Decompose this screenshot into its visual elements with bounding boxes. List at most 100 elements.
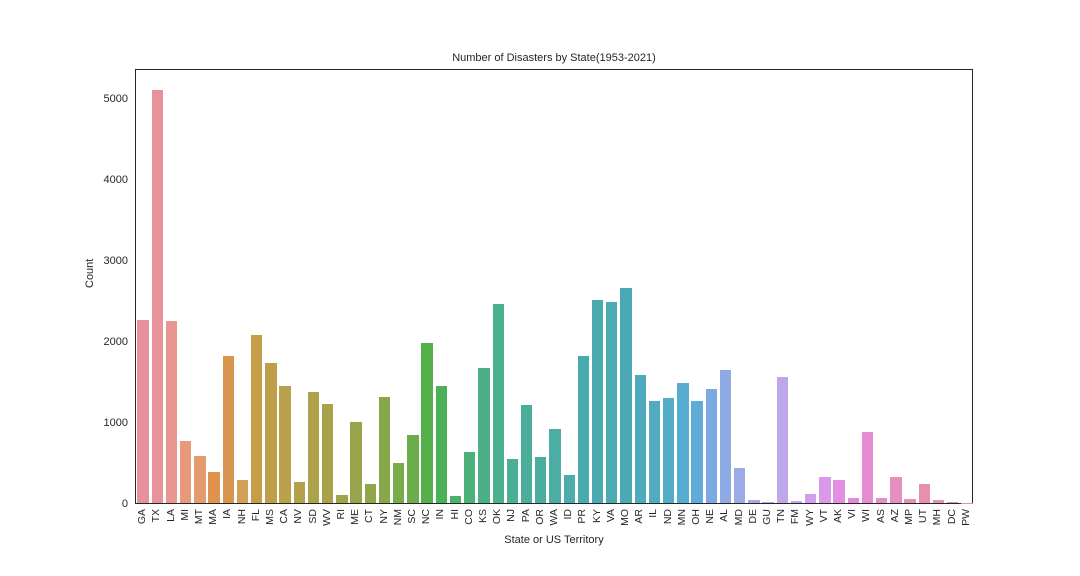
bar-nh bbox=[236, 479, 249, 503]
x-tick-label: CO bbox=[462, 509, 475, 525]
x-tick-label: VA bbox=[604, 509, 617, 523]
x-tick-label: IA bbox=[221, 509, 234, 519]
bar-co bbox=[464, 451, 476, 503]
bar-nd bbox=[662, 398, 675, 503]
x-tick-label: AZ bbox=[888, 509, 901, 523]
x-tick-label: KS bbox=[476, 509, 489, 524]
y-tick-label: 1000 bbox=[103, 416, 128, 429]
x-tick-label: WA bbox=[548, 509, 560, 526]
bar-nc bbox=[421, 343, 433, 503]
bar-wi bbox=[861, 431, 874, 503]
bar-ak bbox=[833, 479, 845, 503]
bar-id bbox=[563, 475, 575, 503]
x-tick-label: PW bbox=[959, 509, 972, 526]
bar-az bbox=[890, 477, 902, 503]
y-tick-label: 3000 bbox=[103, 254, 128, 267]
plot-area bbox=[135, 69, 973, 504]
bar-ct bbox=[364, 483, 377, 503]
bar-sc bbox=[407, 434, 419, 503]
bar-ar bbox=[634, 375, 646, 503]
bar-pr bbox=[577, 355, 590, 503]
bar-gu bbox=[762, 502, 774, 503]
x-tick-label: DC bbox=[945, 509, 958, 525]
bar-vi bbox=[847, 497, 859, 503]
x-tick-label: GA bbox=[136, 509, 149, 525]
bar-ut bbox=[918, 483, 930, 503]
x-tick-label: MI bbox=[178, 509, 191, 521]
x-tick-label: CA bbox=[278, 509, 291, 524]
bar-nm bbox=[393, 462, 405, 503]
bar-va bbox=[606, 302, 618, 503]
bar-de bbox=[748, 500, 760, 503]
bar-la bbox=[165, 320, 178, 503]
x-tick-label: ND bbox=[661, 509, 674, 525]
bar-pa bbox=[520, 404, 533, 503]
bar-me bbox=[350, 422, 362, 503]
bar-md bbox=[733, 468, 746, 503]
bar-ny bbox=[378, 396, 391, 503]
bar-ky bbox=[591, 300, 604, 503]
y-tick-label: 0 bbox=[121, 498, 128, 510]
bar-mt bbox=[194, 456, 206, 503]
x-tick-label: OK bbox=[491, 509, 504, 525]
x-tick-label: VT bbox=[817, 509, 830, 523]
x-tick-label: AR bbox=[633, 509, 646, 524]
bar-ri bbox=[336, 494, 348, 503]
x-tick-label: SD bbox=[306, 509, 319, 524]
y-tick-label: 2000 bbox=[103, 335, 128, 348]
x-tick-label: IN bbox=[434, 509, 447, 520]
bar-tx bbox=[151, 89, 163, 503]
bar-mp bbox=[904, 498, 916, 503]
x-tick-label: WY bbox=[803, 509, 816, 526]
x-tick-label: WV bbox=[320, 509, 333, 526]
x-tick-label: MH bbox=[931, 509, 944, 526]
x-tick-label: DE bbox=[746, 509, 759, 524]
x-tick-label: OH bbox=[690, 509, 703, 525]
x-tick-label: UT bbox=[917, 509, 930, 523]
bar-nj bbox=[506, 458, 519, 503]
x-tick-label: NM bbox=[391, 509, 404, 526]
bar-sd bbox=[307, 392, 320, 503]
chart-title: Number of Disasters by State(1953-2021) bbox=[452, 52, 656, 64]
x-tick-label: CT bbox=[363, 509, 376, 523]
y-tick-label: 5000 bbox=[103, 92, 128, 105]
x-tick-label: KY bbox=[590, 509, 603, 524]
x-tick-label: NY bbox=[377, 509, 390, 524]
x-tick-label: IL bbox=[647, 509, 660, 518]
bar-mh bbox=[932, 499, 945, 503]
x-tick-label: MO bbox=[619, 509, 632, 526]
x-tick-label: MA bbox=[207, 509, 220, 525]
x-tick-label: NH bbox=[235, 509, 248, 525]
x-tick-label: NC bbox=[420, 509, 433, 525]
bar-mo bbox=[620, 287, 632, 503]
bar-in bbox=[435, 385, 448, 503]
bar-ga bbox=[137, 319, 149, 503]
bar-ms bbox=[265, 362, 277, 503]
bar-fm bbox=[790, 500, 803, 503]
x-tick-label: MP bbox=[903, 509, 916, 525]
bar-nv bbox=[293, 481, 306, 503]
x-tick-label: PA bbox=[519, 509, 532, 523]
bar-dc bbox=[947, 501, 959, 503]
x-tick-label: AL bbox=[718, 509, 731, 522]
bar-mn bbox=[677, 383, 689, 503]
x-tick-label: AS bbox=[874, 509, 887, 524]
bar-wy bbox=[804, 494, 817, 503]
bar-ok bbox=[492, 304, 504, 503]
x-tick-label: MD bbox=[732, 509, 745, 526]
bar-hi bbox=[449, 496, 462, 503]
bar-or bbox=[535, 456, 547, 503]
y-axis-label: Count bbox=[84, 258, 96, 288]
x-tick-label: SC bbox=[405, 509, 418, 524]
x-tick-label: RI bbox=[334, 509, 347, 520]
bar-tn bbox=[776, 377, 788, 503]
x-tick-label: FM bbox=[789, 509, 802, 525]
x-tick-label: TX bbox=[150, 509, 163, 523]
x-tick-label: FL bbox=[249, 509, 262, 522]
bar-as bbox=[875, 497, 888, 503]
bar-fl bbox=[251, 334, 263, 503]
x-tick-label: ME bbox=[349, 509, 362, 525]
x-tick-label: AK bbox=[832, 509, 845, 524]
y-tick-label: 4000 bbox=[103, 173, 128, 186]
x-tick-label: MS bbox=[263, 509, 276, 525]
